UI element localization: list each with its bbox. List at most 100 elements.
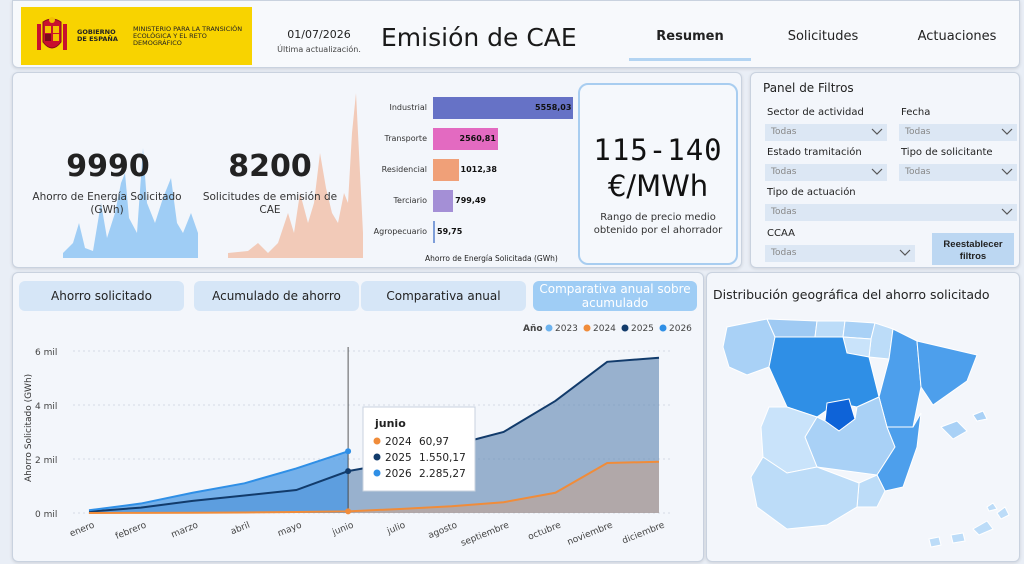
sector-label: Industrial — [389, 103, 427, 112]
price-card: 115-140 €/MWh Rango de precio medio obte… — [578, 83, 738, 265]
sector-bar[interactable] — [433, 159, 459, 181]
header-bar: GOBIERNO DE ESPAÑA MINISTERIO PARA LA TR… — [12, 0, 1020, 68]
ccaa-filter-label: CCAA — [767, 228, 795, 239]
legend-label[interactable]: 2026 — [669, 324, 692, 334]
region-baleares[interactable] — [940, 410, 988, 440]
ccaa-filter-select[interactable]: Todas — [765, 245, 915, 262]
x-tick-label: agosto — [427, 520, 459, 541]
tooltip-swatch — [373, 453, 381, 461]
fecha-filter-value: Todas — [905, 127, 931, 137]
tooltip — [362, 406, 476, 492]
region-navarra[interactable] — [868, 322, 894, 360]
region-andalucia[interactable] — [750, 456, 860, 530]
tipo-solicitante-filter-value: Todas — [905, 167, 931, 177]
chevron-down-icon — [871, 128, 883, 135]
sector-label: Transporte — [384, 134, 427, 143]
fecha-filter-select[interactable]: Todas — [899, 124, 1017, 141]
view-acumulado-button[interactable]: Acumulado de ahorro — [194, 281, 359, 311]
tipo-actuacion-filter-select[interactable]: Todas — [765, 204, 1017, 221]
region-pais-vasco[interactable] — [842, 320, 876, 340]
update-date-label: Última actualización. — [277, 45, 361, 54]
sector-bar[interactable] — [433, 97, 573, 119]
legend-label[interactable]: 2024 — [593, 324, 616, 334]
series-area-2026 — [89, 451, 349, 513]
tipo-solicitante-filter-select[interactable]: Todas — [899, 164, 1017, 181]
region-murcia[interactable] — [856, 474, 886, 508]
sector-value-label: 59,75 — [437, 227, 463, 236]
region-cantabria[interactable] — [814, 320, 846, 338]
view-comparativa-anual-button[interactable]: Comparativa anual — [361, 281, 526, 311]
y-tick-label: 2 mil — [35, 456, 57, 466]
view-comparativa-acumulado-button[interactable]: Comparativa anual sobre acumulado — [533, 281, 697, 311]
tipo-actuacion-filter-value: Todas — [771, 207, 797, 217]
chevron-down-icon — [899, 249, 911, 256]
chevron-down-icon — [1001, 128, 1013, 135]
legend-label[interactable]: 2023 — [555, 324, 578, 334]
series-line-2024[interactable] — [88, 460, 660, 514]
tooltip-value: 60,97 — [419, 436, 449, 448]
tab-resumen[interactable]: Resumen — [629, 21, 751, 61]
sector-value-label: 1012,38 — [460, 165, 497, 174]
legend-swatch — [659, 324, 667, 332]
tipo-solicitante-filter-label: Tipo de solicitante — [901, 147, 993, 158]
series-line-2026[interactable] — [88, 450, 349, 512]
sector-filter-value: Todas — [771, 127, 797, 137]
view-ahorro-solicitado-button[interactable]: Ahorro solicitado — [19, 281, 184, 311]
series-area-2025 — [89, 357, 659, 513]
tooltip-year: 2024 — [385, 436, 412, 448]
region-cataluna[interactable] — [916, 340, 978, 406]
legend-label[interactable]: 2025 — [631, 324, 654, 334]
coat-of-arms-icon — [37, 17, 67, 50]
x-tick-label: diciembre — [621, 520, 667, 546]
ahorro-kpi-label: Ahorro de Energía Solicitado (GWh) — [32, 191, 182, 216]
region-asturias[interactable] — [766, 318, 818, 338]
tab-actuaciones[interactable]: Actuaciones — [917, 29, 997, 44]
government-logo: GOBIERNO DE ESPAÑA MINISTERIO PARA LA TR… — [21, 7, 252, 65]
chevron-down-icon — [1001, 208, 1013, 215]
hover-point-2024 — [345, 508, 352, 515]
x-tick-label: noviembre — [566, 520, 615, 547]
spain-choropleth-map — [722, 318, 1010, 548]
region-galicia[interactable] — [722, 318, 776, 376]
sector-label: Agropecuario — [373, 227, 427, 236]
y-tick-label: 4 mil — [35, 402, 57, 412]
region-canarias[interactable] — [928, 502, 1010, 548]
tab-solicitudes[interactable]: Solicitudes — [787, 29, 859, 44]
area-chart: 0 mil 2 mil 4 mil 6 mil Ahorro Solicitado (G… — [24, 324, 692, 549]
x-tick-label: junio — [330, 520, 355, 538]
sector-bar[interactable] — [433, 128, 498, 150]
legend-swatch — [583, 324, 591, 332]
tooltip-value: 1.550,17 — [419, 452, 466, 464]
ahorro-sparkline — [63, 148, 198, 258]
reset-filters-button[interactable]: Reestablecer filtros — [932, 233, 1014, 265]
ahorro-kpi-value: 9990 — [66, 149, 150, 184]
sector-bar[interactable] — [433, 221, 435, 243]
solicitudes-kpi-value: 8200 — [228, 149, 312, 184]
x-tick-label: enero — [68, 520, 96, 539]
tooltip-swatch — [373, 469, 381, 477]
solicitudes-sparkline — [228, 93, 363, 258]
y-tick-label: 6 mil — [35, 348, 57, 358]
x-tick-label: marzo — [170, 520, 200, 540]
page-title: Emisión de CAE — [381, 23, 577, 52]
legend-swatch — [545, 324, 553, 332]
chart-panel: Ahorro solicitado Acumulado de ahorro Co… — [12, 272, 704, 562]
region-valencia[interactable] — [876, 412, 922, 492]
chevron-down-icon — [871, 168, 883, 175]
sector-filter-select[interactable]: Todas — [765, 124, 887, 141]
estado-filter-select[interactable]: Todas — [765, 164, 887, 181]
sector-filter-label: Sector de actividad — [767, 107, 864, 118]
y-tick-label: 0 mil — [35, 510, 57, 520]
tooltip-title: junio — [374, 417, 406, 430]
price-description: Rango de precio medio obtenido por el ah… — [593, 212, 723, 236]
chevron-down-icon — [1001, 168, 1013, 175]
sector-label: Residencial — [381, 165, 427, 174]
map-panel: Distribución geográfica del ahorro solic… — [706, 272, 1020, 562]
x-tick-label: septiembre — [460, 520, 511, 549]
price-unit: €/MWh — [607, 169, 709, 203]
sector-bar[interactable] — [433, 190, 454, 212]
logo-ministerio-text: MINISTERIO PARA LA TRANSICIÓN ECOLÓGICA … — [133, 24, 243, 47]
map-title: Distribución geográfica del ahorro solic… — [713, 287, 990, 302]
tooltip-value: 2.285,27 — [419, 468, 466, 480]
legend-swatch — [621, 324, 629, 332]
